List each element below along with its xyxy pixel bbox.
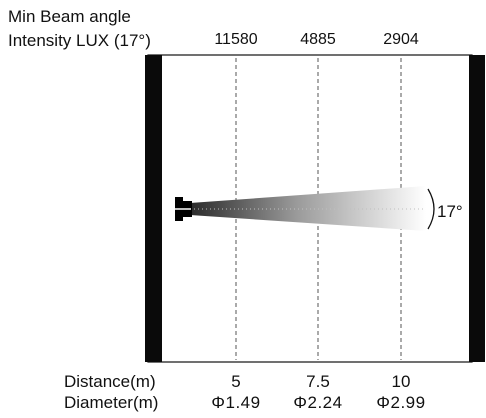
- distance-label: Distance(m): [64, 372, 156, 391]
- light-beam: [190, 186, 426, 231]
- lux-value-1: 11580: [214, 31, 258, 48]
- distance-value-1: 5: [231, 372, 241, 391]
- intensity-label: Intensity LUX (17°): [8, 31, 151, 50]
- distance-value-3: 10: [391, 372, 411, 391]
- diameter-value-2: Φ2.24: [293, 393, 343, 412]
- diameter-value-3: Φ2.99: [376, 393, 426, 412]
- left-wall: [145, 55, 162, 362]
- distance-value-2: 7.5: [306, 372, 330, 391]
- diameter-label: Diameter(m): [64, 393, 159, 412]
- angle-arc: [427, 188, 435, 230]
- lux-value-2: 4885: [300, 31, 336, 48]
- right-wall: [469, 55, 485, 362]
- lux-value-3: 2904: [383, 31, 419, 48]
- diagram-title: Min Beam angle: [8, 7, 131, 26]
- diameter-value-1: Φ1.49: [211, 393, 261, 412]
- angle-label: 17°: [437, 202, 463, 221]
